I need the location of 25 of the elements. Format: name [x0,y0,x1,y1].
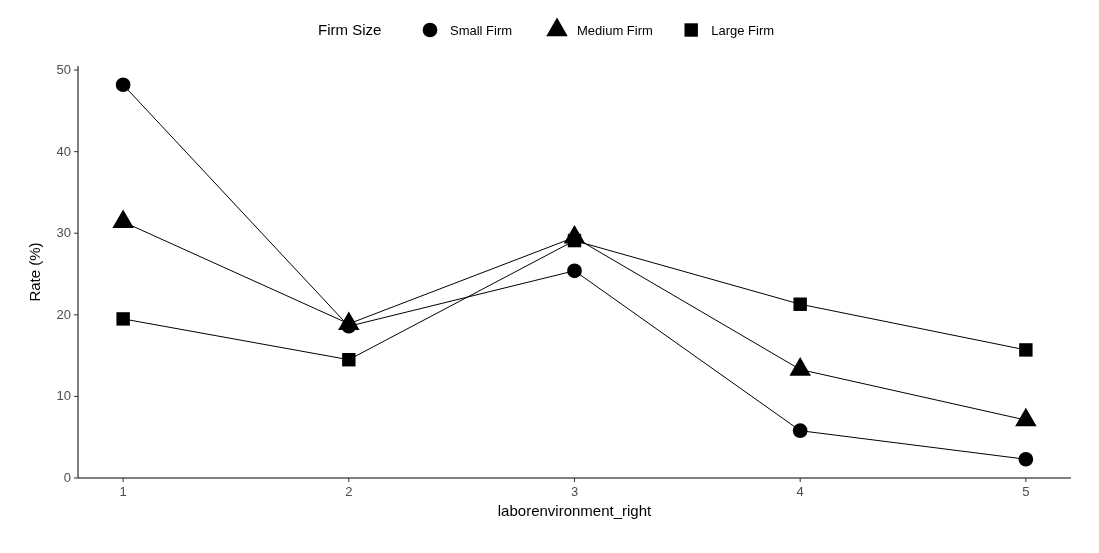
legend-label: Large Firm [711,23,775,38]
legend-title: Firm Size [318,21,382,38]
x-axis-title: laborenvironment_right [497,502,653,519]
y-tick-label: 50 [56,62,71,78]
point [1019,343,1033,357]
x-tick-label: 4 [796,484,804,499]
point [1018,451,1034,467]
y-tick-label: 0 [63,470,71,485]
y-tick-label: 20 [56,306,71,322]
y-tick-label: 10 [56,388,71,404]
point [342,352,356,367]
point [116,312,130,326]
x-tick-label: 3 [570,484,579,499]
x-tick-label: 2 [345,484,353,499]
point [793,297,807,311]
legend-label: Medium Firm [577,23,653,38]
y-tick-label: 40 [56,143,71,159]
y-axis-title: Rate (%) [26,242,43,302]
point [567,263,582,279]
point [792,423,808,439]
point [115,77,131,93]
x-tick-label: 1 [119,484,127,499]
y-tick-label: 30 [56,225,71,241]
legend-label: Small Firm [450,23,513,38]
x-tick-label: 5 [1022,484,1030,499]
